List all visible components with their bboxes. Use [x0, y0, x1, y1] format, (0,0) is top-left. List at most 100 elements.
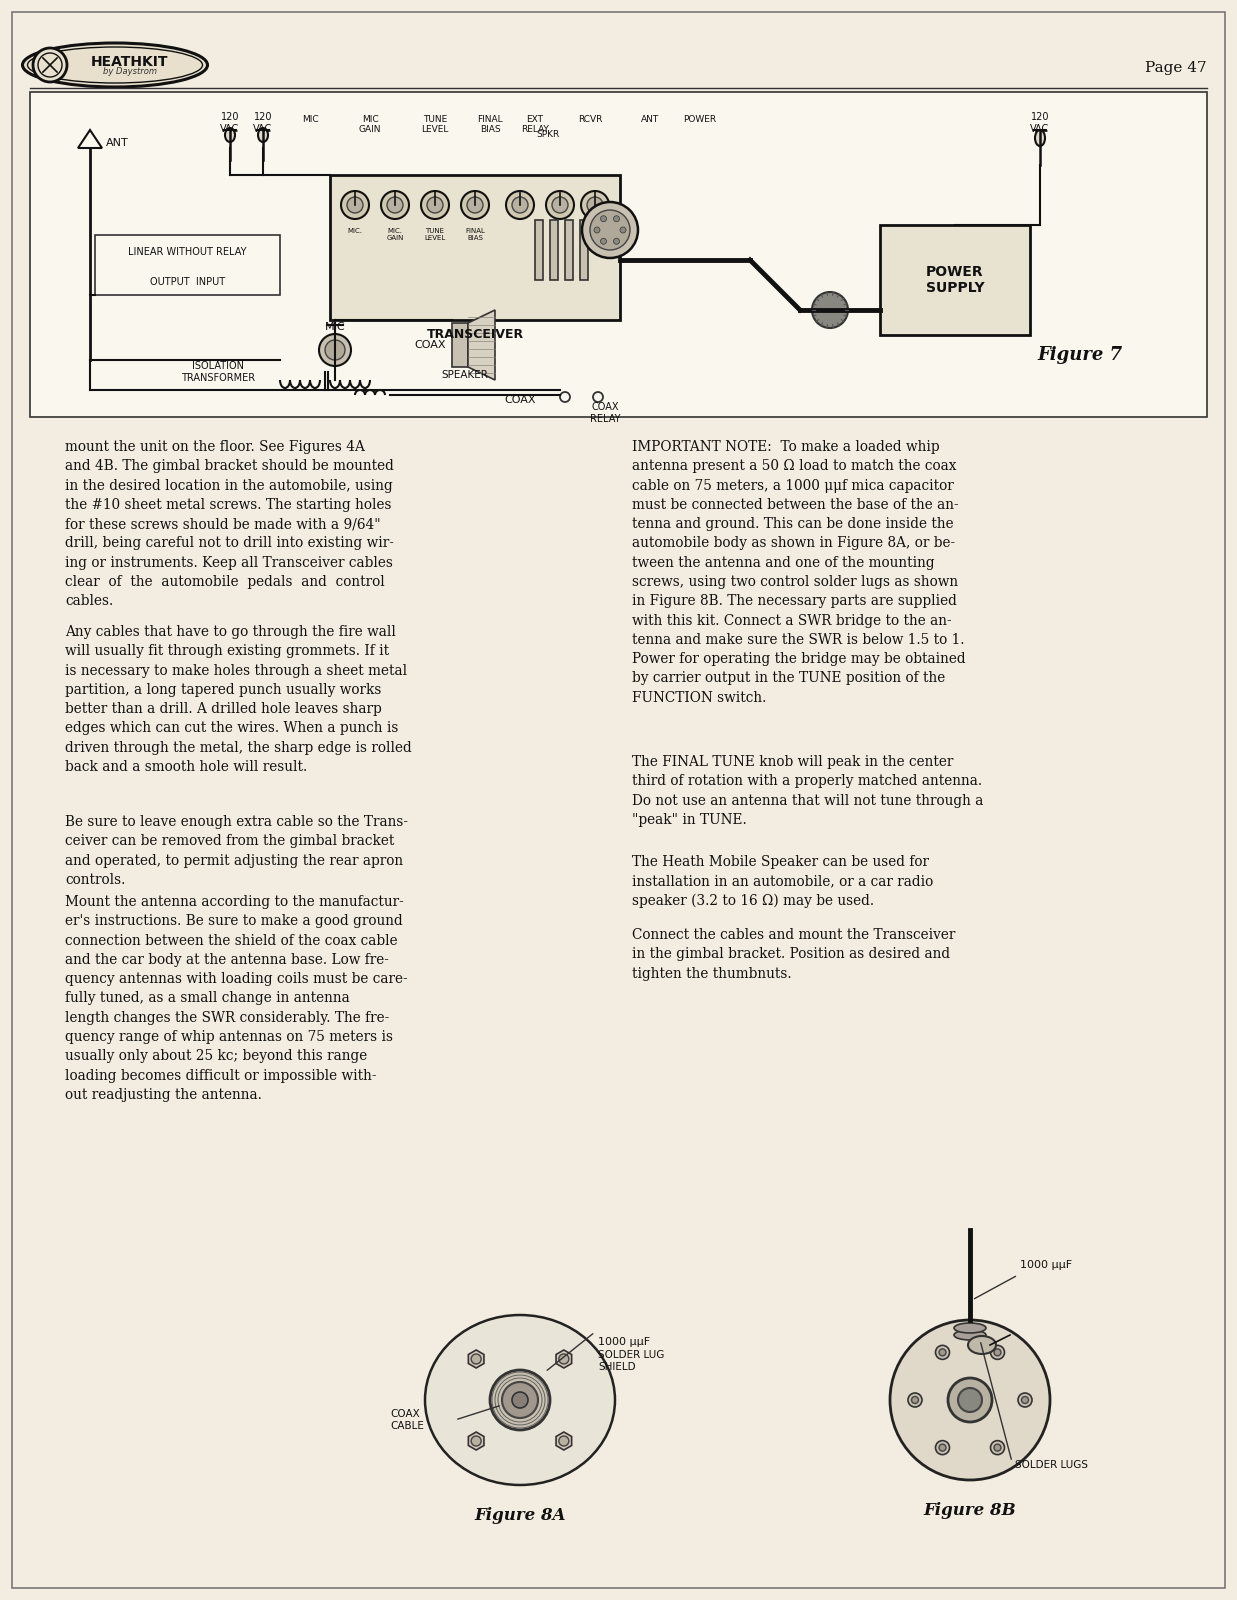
Circle shape [594, 227, 600, 234]
Circle shape [948, 1378, 992, 1422]
Circle shape [506, 190, 534, 219]
Circle shape [468, 197, 482, 213]
Text: Figure 8B: Figure 8B [924, 1502, 1017, 1518]
Text: 1000 μμF: 1000 μμF [597, 1338, 651, 1347]
Circle shape [502, 1382, 538, 1418]
Bar [30, 91, 1207, 418]
Circle shape [348, 197, 362, 213]
Text: FINAL
BIAS: FINAL BIAS [477, 115, 502, 134]
Polygon shape [468, 310, 495, 379]
Text: SPEAKER: SPEAKER [442, 370, 489, 379]
Ellipse shape [225, 128, 235, 142]
Circle shape [559, 1354, 569, 1363]
Text: IMPORTANT NOTE:  To make a loaded whip
antenna present a 50 Ω load to match the : IMPORTANT NOTE: To make a loaded whip an… [632, 440, 966, 704]
Circle shape [614, 238, 620, 245]
Circle shape [1022, 1397, 1028, 1403]
Text: MIC.: MIC. [348, 227, 362, 234]
Text: FINAL
BIAS: FINAL BIAS [465, 227, 485, 242]
Text: SPKR: SPKR [537, 130, 559, 139]
Bar [534, 219, 543, 280]
Ellipse shape [954, 1330, 986, 1341]
Circle shape [935, 1440, 950, 1454]
Text: POWER
SUPPLY: POWER SUPPLY [925, 266, 985, 294]
Ellipse shape [27, 46, 203, 83]
Bar [95, 235, 280, 294]
Circle shape [957, 1387, 982, 1411]
Ellipse shape [954, 1323, 986, 1333]
Circle shape [614, 216, 620, 222]
Text: 1000 μμF: 1000 μμF [1021, 1261, 1072, 1270]
Circle shape [381, 190, 409, 219]
Circle shape [552, 197, 568, 213]
Text: The Heath Mobile Speaker can be used for
installation in an automobile, or a car: The Heath Mobile Speaker can be used for… [632, 854, 933, 909]
Text: Be sure to leave enough extra cable so the Trans-
ceiver can be removed from the: Be sure to leave enough extra cable so t… [66, 814, 408, 886]
Circle shape [581, 190, 609, 219]
Circle shape [559, 1437, 569, 1446]
Bar [580, 219, 588, 280]
Text: COAX
RELAY: COAX RELAY [590, 402, 620, 424]
Ellipse shape [426, 1315, 615, 1485]
Circle shape [912, 1397, 919, 1403]
Text: Connect the cables and mount the Transceiver
in the gimbal bracket. Position as : Connect the cables and mount the Transce… [632, 928, 955, 981]
Circle shape [995, 1445, 1001, 1451]
Circle shape [471, 1354, 481, 1363]
Circle shape [471, 1437, 481, 1446]
Text: The FINAL TUNE knob will peak in the center
third of rotation with a properly ma: The FINAL TUNE knob will peak in the cen… [632, 755, 983, 827]
Bar [565, 219, 573, 280]
Text: mount the unit on the floor. See Figures 4A
and 4B. The gimbal bracket should be: mount the unit on the floor. See Figures… [66, 440, 393, 608]
Text: SOLDER LUG: SOLDER LUG [597, 1350, 664, 1360]
Circle shape [319, 334, 351, 366]
Circle shape [889, 1320, 1050, 1480]
Circle shape [908, 1394, 922, 1406]
Circle shape [995, 1349, 1001, 1355]
Text: by Daystrom: by Daystrom [103, 67, 157, 77]
Circle shape [811, 291, 849, 328]
Text: Page 47: Page 47 [1145, 61, 1207, 75]
Text: LINEAR WITHOUT RELAY: LINEAR WITHOUT RELAY [129, 246, 246, 258]
Text: POWER: POWER [683, 115, 716, 125]
Text: TUNE
LEVEL: TUNE LEVEL [422, 115, 449, 134]
Circle shape [512, 1392, 528, 1408]
Circle shape [341, 190, 369, 219]
Text: COAX: COAX [505, 395, 536, 405]
Text: ISOLATION
TRANSFORMER: ISOLATION TRANSFORMER [181, 362, 255, 382]
Circle shape [490, 1370, 550, 1430]
Text: 120
VAC: 120 VAC [220, 112, 240, 133]
Ellipse shape [1035, 130, 1045, 146]
Text: SHIELD: SHIELD [597, 1362, 636, 1371]
Ellipse shape [969, 1336, 996, 1354]
Text: 120
VAC: 120 VAC [1030, 112, 1050, 133]
Circle shape [461, 190, 489, 219]
Bar [880, 226, 1030, 334]
Circle shape [939, 1349, 946, 1355]
Text: COAX: COAX [414, 341, 445, 350]
Circle shape [620, 227, 626, 234]
Circle shape [33, 48, 67, 82]
Circle shape [546, 190, 574, 219]
Text: TUNE
LEVEL: TUNE LEVEL [424, 227, 445, 242]
Text: ANT: ANT [106, 138, 129, 149]
Ellipse shape [259, 128, 268, 142]
Circle shape [387, 197, 403, 213]
Text: RCVR: RCVR [578, 115, 602, 125]
Circle shape [991, 1440, 1004, 1454]
Circle shape [600, 238, 606, 245]
Circle shape [588, 197, 602, 213]
Text: EXT
RELAY: EXT RELAY [521, 115, 549, 134]
Text: MIC: MIC [324, 322, 345, 333]
Text: Any cables that have to go through the fire wall
will usually fit through existi: Any cables that have to go through the f… [66, 626, 412, 774]
Text: Mount the antenna according to the manufactur-
er's instructions. Be sure to mak: Mount the antenna according to the manuf… [66, 894, 408, 1102]
Bar [330, 174, 620, 320]
Ellipse shape [22, 43, 208, 86]
Text: ANT: ANT [641, 115, 659, 125]
Circle shape [590, 210, 630, 250]
Text: COAX
CABLE: COAX CABLE [390, 1410, 424, 1430]
Circle shape [600, 216, 606, 222]
Circle shape [991, 1346, 1004, 1360]
Circle shape [427, 197, 443, 213]
Text: 120
VAC: 120 VAC [254, 112, 272, 133]
Circle shape [581, 202, 638, 258]
Text: Figure 7: Figure 7 [1038, 346, 1122, 365]
Text: MIC: MIC [302, 115, 318, 125]
Circle shape [1018, 1394, 1032, 1406]
